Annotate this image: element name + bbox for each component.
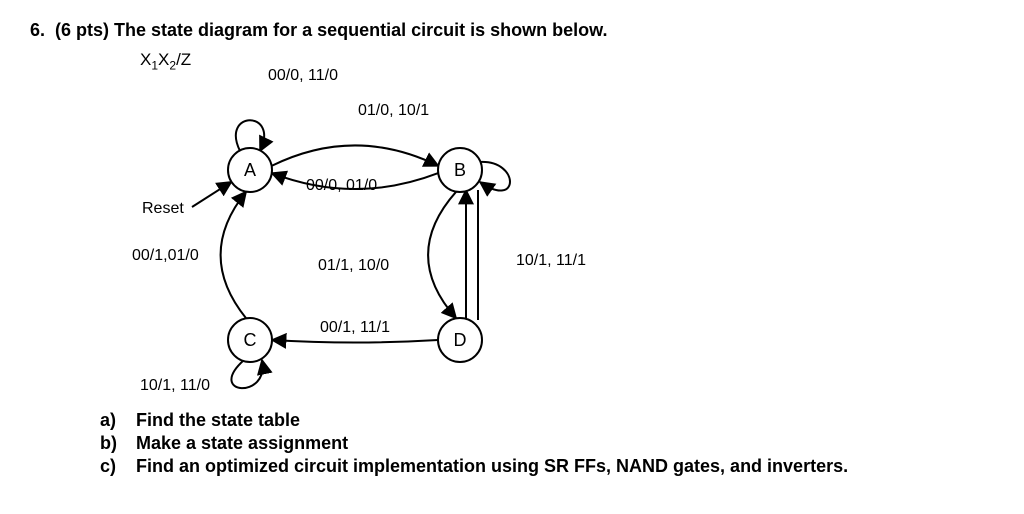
subparts-list: a) Find the state table b) Make a state ass… xyxy=(100,410,848,479)
edge-A_to_B xyxy=(272,145,439,165)
state-node-label-B: B xyxy=(454,160,466,180)
edge-label-B_self: 10/1, 11/1 xyxy=(516,252,586,269)
edge-A_self xyxy=(236,120,264,151)
edge-label-D_to_C: 00/1, 11/1 xyxy=(320,319,390,336)
subpart-letter: c) xyxy=(100,456,124,477)
state-diagram: 00/0, 11/0 01/0, 10/1 00/0, 01/0 10/1, 11/1… xyxy=(120,60,640,390)
edge-B_to_D xyxy=(428,192,456,319)
subpart-text: Make a state assignment xyxy=(136,433,348,454)
state-node-label-D: D xyxy=(454,330,467,350)
subpart-b: b) Make a state assignment xyxy=(100,433,848,454)
subpart-text: Find an optimized circuit implementation… xyxy=(136,456,848,477)
state-node-label-C: C xyxy=(244,330,257,350)
subpart-letter: a) xyxy=(100,410,124,431)
edge-label-A_self: 00/0, 11/0 xyxy=(268,67,338,84)
question-prompt: The state diagram for a sequential circu… xyxy=(114,20,607,40)
reset-label: Reset xyxy=(142,200,184,217)
edge-label-A_to_B: 01/0, 10/1 xyxy=(358,102,429,119)
subpart-a: a) Find the state table xyxy=(100,410,848,431)
question-number: 6. xyxy=(30,20,45,41)
edge-label-B_to_D: 01/1, 10/0 xyxy=(318,257,389,274)
subpart-c: c) Find an optimized circuit implementati… xyxy=(100,456,848,477)
edge-D_to_C xyxy=(272,340,438,343)
question-points: (6 pts) xyxy=(55,20,109,40)
edge-C_to_A xyxy=(221,192,247,319)
subpart-letter: b) xyxy=(100,433,124,454)
edge-label-B_to_A: 00/0, 01/0 xyxy=(306,177,377,194)
page: 6. (6 pts) The state diagram for a seque… xyxy=(0,0,1024,514)
edge-label-C_self: 10/1, 11/0 xyxy=(140,377,210,394)
edge-C_self xyxy=(231,360,262,388)
state-node-label-A: A xyxy=(244,160,256,180)
state-diagram-svg: 00/0, 11/0 01/0, 10/1 00/0, 01/0 10/1, 11/1… xyxy=(120,60,640,400)
reset-arrow xyxy=(192,182,231,207)
edge-label-C_to_A: 00/1,01/0 xyxy=(132,247,199,264)
question-line: 6. (6 pts) The state diagram for a seque… xyxy=(30,20,994,41)
edge-B_self xyxy=(480,162,510,191)
subpart-text: Find the state table xyxy=(136,410,300,431)
